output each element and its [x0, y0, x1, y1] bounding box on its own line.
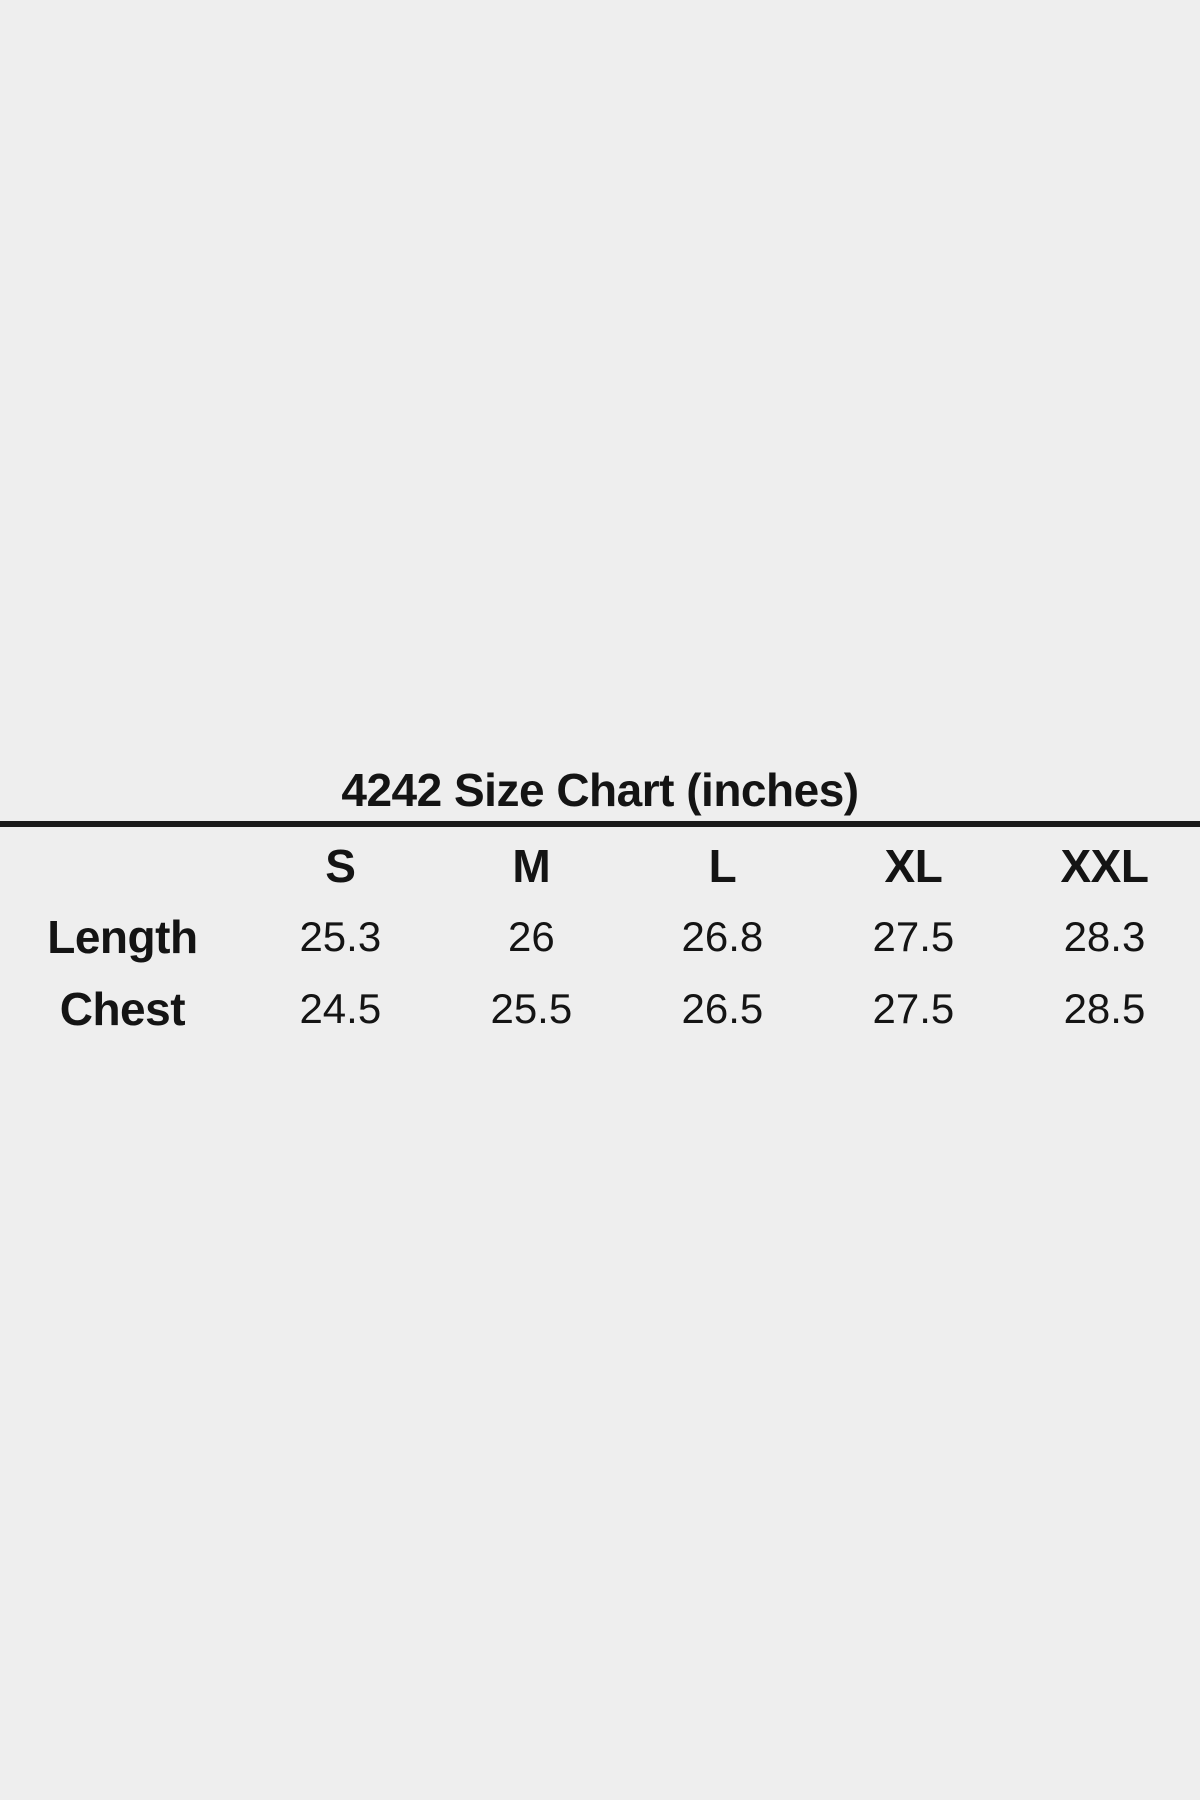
- cell-chest-xl: 27.5: [872, 985, 955, 1032]
- cell-chest-xxl: 28.5: [1063, 985, 1146, 1032]
- table-row-length: Length 25.3 26 26.8 27.5 28.3: [0, 901, 1200, 973]
- table-row-chest: Chest 24.5 25.5 26.5 27.5 28.5: [0, 973, 1200, 1045]
- column-header-xxl: XXL: [1060, 840, 1149, 892]
- size-chart-header-row: S M L XL XXL: [0, 827, 1200, 901]
- size-chart: 4242 Size Chart (inches) S M L XL XXL Le…: [0, 762, 1200, 1045]
- cell-chest-l: 26.5: [681, 985, 764, 1032]
- header-spacer-cell: [0, 827, 245, 901]
- cell-length-s: 25.3: [299, 913, 382, 960]
- cell-chest-s: 24.5: [299, 985, 382, 1032]
- cell-length-l: 26.8: [681, 913, 764, 960]
- size-chart-title: 4242 Size Chart (inches): [341, 764, 859, 816]
- column-header-m: M: [512, 840, 551, 892]
- cell-length-m: 26: [507, 913, 555, 960]
- column-header-s: S: [325, 840, 356, 892]
- cell-chest-m: 25.5: [490, 985, 573, 1032]
- column-header-l: L: [708, 840, 737, 892]
- size-chart-table: S M L XL XXL Length 25.3 26 26.8 27.5 28…: [0, 827, 1200, 1045]
- cell-length-xxl: 28.3: [1063, 913, 1146, 960]
- cell-length-xl: 27.5: [872, 913, 955, 960]
- row-label-length: Length: [47, 911, 198, 963]
- row-label-chest: Chest: [59, 983, 186, 1035]
- column-header-xl: XL: [884, 840, 943, 892]
- title-divider-line: [0, 821, 1200, 827]
